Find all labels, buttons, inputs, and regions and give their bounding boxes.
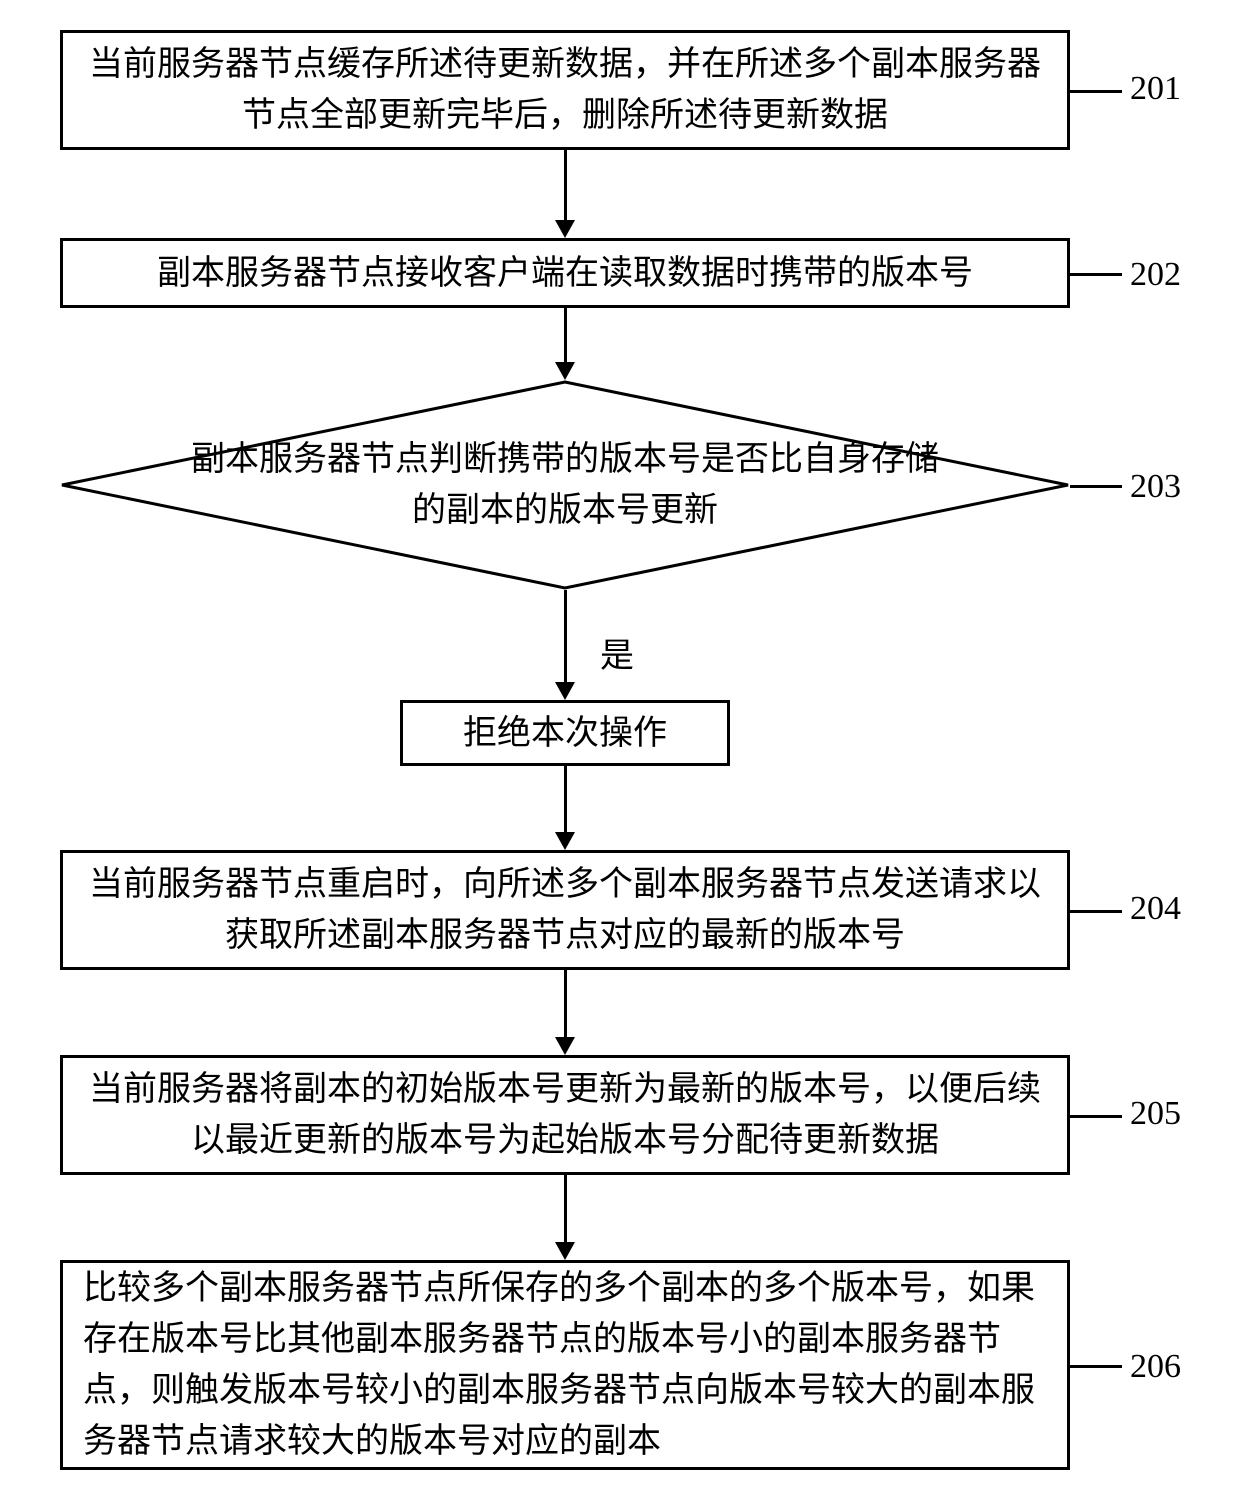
- step-202: 副本服务器节点接收客户端在读取数据时携带的版本号: [60, 238, 1070, 308]
- step-204-text: 当前服务器节点重启时，向所述多个副本服务器节点发送请求以获取所述副本服务器节点对…: [83, 859, 1047, 961]
- step-205-text: 当前服务器将副本的初始版本号更新为最新的版本号，以便后续以最近更新的版本号为起始…: [83, 1064, 1047, 1166]
- label-dash-203: [1070, 485, 1122, 488]
- arrow-head-202-203: [555, 362, 575, 380]
- step-204-label: 204: [1130, 890, 1181, 928]
- edge-label-yes: 是: [600, 628, 634, 677]
- step-204: 当前服务器节点重启时，向所述多个副本服务器节点发送请求以获取所述副本服务器节点对…: [60, 850, 1070, 970]
- step-202-text: 副本服务器节点接收客户端在读取数据时携带的版本号: [157, 248, 973, 299]
- arrow-204-205: [564, 970, 567, 1037]
- arrow-head-204-205: [555, 1037, 575, 1055]
- step-206-text: 比较多个副本服务器节点所保存的多个副本的多个版本号，如果存在版本号比其他副本服务…: [83, 1263, 1047, 1467]
- step-203-label: 203: [1130, 468, 1181, 506]
- arrow-202-203: [564, 308, 567, 362]
- arrow-reject-204: [564, 766, 567, 832]
- step-205: 当前服务器将副本的初始版本号更新为最新的版本号，以便后续以最近更新的版本号为起始…: [60, 1055, 1070, 1175]
- arrow-head-201-202: [555, 220, 575, 238]
- step-201-text: 当前服务器节点缓存所述待更新数据，并在所述多个副本服务器节点全部更新完毕后，删除…: [83, 39, 1047, 141]
- label-dash-201: [1070, 90, 1122, 93]
- label-dash-202: [1070, 273, 1122, 276]
- arrow-head-203-reject: [555, 682, 575, 700]
- decision-203-text: 副本服务器节点判断携带的版本号是否比自身存储的副本的版本号更新: [180, 434, 950, 536]
- arrow-head-205-206: [555, 1242, 575, 1260]
- step-202-label: 202: [1130, 256, 1181, 294]
- step-201-label: 201: [1130, 70, 1181, 108]
- step-206-label: 206: [1130, 1348, 1181, 1386]
- arrow-205-206: [564, 1175, 567, 1242]
- label-dash-205: [1070, 1115, 1122, 1118]
- arrow-203-reject: [564, 590, 567, 682]
- reject-operation: 拒绝本次操作: [400, 700, 730, 766]
- label-dash-206: [1070, 1365, 1122, 1368]
- arrow-head-reject-204: [555, 832, 575, 850]
- step-205-label: 205: [1130, 1095, 1181, 1133]
- arrow-201-202: [564, 150, 567, 220]
- decision-203: 副本服务器节点判断携带的版本号是否比自身存储的副本的版本号更新: [60, 380, 1070, 590]
- label-dash-204: [1070, 910, 1122, 913]
- step-201: 当前服务器节点缓存所述待更新数据，并在所述多个副本服务器节点全部更新完毕后，删除…: [60, 30, 1070, 150]
- flowchart-canvas: 当前服务器节点缓存所述待更新数据，并在所述多个副本服务器节点全部更新完毕后，删除…: [0, 0, 1240, 1493]
- reject-text: 拒绝本次操作: [463, 708, 667, 759]
- step-206: 比较多个副本服务器节点所保存的多个副本的多个版本号，如果存在版本号比其他副本服务…: [60, 1260, 1070, 1470]
